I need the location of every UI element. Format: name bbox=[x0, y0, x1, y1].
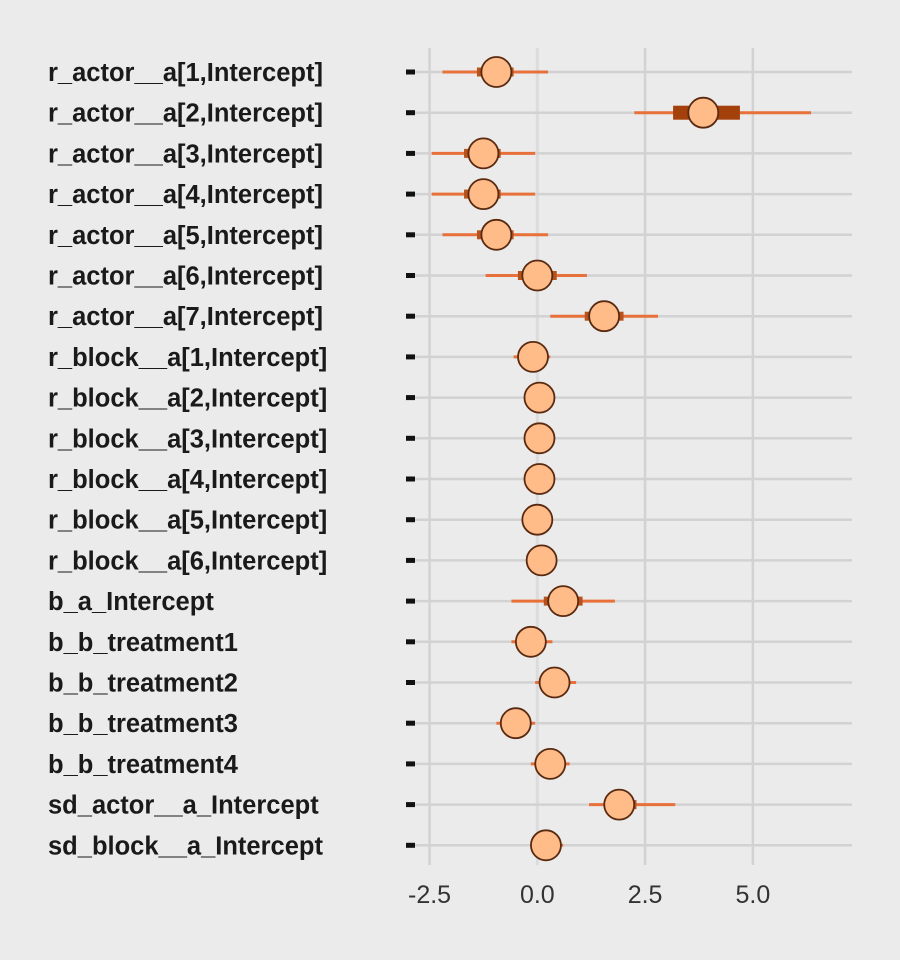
parameter-label: r_actor__a[3,Intercept] bbox=[48, 140, 323, 168]
y-tick bbox=[406, 110, 415, 116]
y-tick bbox=[406, 598, 415, 604]
x-axis-tick-labels: -2.5 0.0 2.5 5.0 bbox=[408, 881, 770, 909]
point-estimate bbox=[530, 829, 562, 862]
point-estimate bbox=[521, 259, 554, 292]
point-estimate bbox=[588, 300, 621, 333]
interval-marks bbox=[431, 56, 812, 862]
y-axis-labels: r_actor__a[1,Intercept] r_actor__a[2,Inte… bbox=[48, 59, 327, 860]
point-estimate bbox=[547, 585, 580, 617]
y-tick bbox=[406, 517, 415, 523]
parameter-label: r_actor__a[1,Intercept] bbox=[48, 59, 323, 87]
y-tick bbox=[406, 680, 415, 685]
point-estimate bbox=[467, 137, 500, 170]
y-tick bbox=[406, 191, 415, 197]
parameter-label: b_b_treatment1 bbox=[48, 629, 238, 657]
parameter-label: b_b_treatment3 bbox=[48, 710, 238, 738]
parameter-label: r_actor__a[5,Intercept] bbox=[48, 222, 323, 250]
point-estimate bbox=[603, 788, 636, 821]
point-estimate bbox=[534, 748, 567, 780]
parameter-label: b_b_treatment2 bbox=[48, 670, 238, 698]
y-tick bbox=[406, 761, 415, 767]
point-estimate bbox=[521, 503, 554, 536]
y-tick bbox=[406, 232, 415, 238]
parameter-label: b_b_treatment4 bbox=[48, 751, 239, 779]
parameter-label: sd_actor__a_Intercept bbox=[48, 792, 319, 820]
y-tick bbox=[406, 273, 415, 278]
parameter-label: r_actor__a[4,Intercept] bbox=[48, 181, 323, 209]
parameter-label: r_actor__a[7,Intercept] bbox=[48, 303, 323, 331]
y-tick bbox=[406, 435, 415, 441]
parameter-label: r_block__a[5,Intercept] bbox=[48, 507, 327, 535]
parameter-label: r_block__a[4,Intercept] bbox=[48, 466, 327, 494]
point-estimate bbox=[499, 707, 532, 740]
y-tick bbox=[406, 802, 415, 808]
y-tick bbox=[406, 720, 415, 726]
parameter-label: r_block__a[6,Intercept] bbox=[48, 547, 327, 575]
point-estimate bbox=[687, 96, 720, 129]
parameter-label: r_block__a[2,Intercept] bbox=[48, 385, 327, 413]
point-estimate bbox=[538, 666, 571, 699]
y-tick bbox=[406, 476, 415, 482]
y-tick bbox=[406, 639, 415, 645]
y-tick bbox=[406, 150, 415, 156]
y-tick bbox=[406, 354, 415, 360]
point-estimate bbox=[523, 463, 556, 495]
parameter-label: r_actor__a[2,Intercept] bbox=[48, 100, 323, 128]
y-tick bbox=[406, 69, 415, 75]
point-estimate bbox=[523, 381, 556, 414]
x-tick-label: -2.5 bbox=[408, 881, 451, 909]
point-estimate bbox=[480, 56, 513, 88]
point-estimate bbox=[517, 340, 549, 373]
point-estimate bbox=[467, 178, 500, 211]
parameter-label: r_actor__a[6,Intercept] bbox=[48, 263, 323, 291]
parameter-label: r_block__a[1,Intercept] bbox=[48, 344, 327, 372]
x-tick-label: 2.5 bbox=[628, 881, 663, 909]
y-tick bbox=[406, 842, 415, 848]
point-estimate bbox=[525, 544, 558, 577]
x-tick-label: 5.0 bbox=[735, 881, 770, 909]
vertical-gridlines bbox=[428, 48, 755, 865]
parameter-label: b_a_Intercept bbox=[48, 588, 214, 616]
y-axis-ticks bbox=[406, 69, 415, 848]
y-tick bbox=[406, 395, 415, 401]
y-tick bbox=[406, 557, 415, 563]
parameter-label: r_block__a[3,Intercept] bbox=[48, 425, 327, 453]
x-tick-label: 0.0 bbox=[520, 881, 555, 909]
y-tick bbox=[406, 313, 415, 319]
parameter-label: sd_block__a_Intercept bbox=[48, 832, 323, 860]
point-estimate bbox=[514, 625, 547, 658]
point-estimate bbox=[480, 218, 513, 251]
point-estimate bbox=[523, 422, 556, 455]
